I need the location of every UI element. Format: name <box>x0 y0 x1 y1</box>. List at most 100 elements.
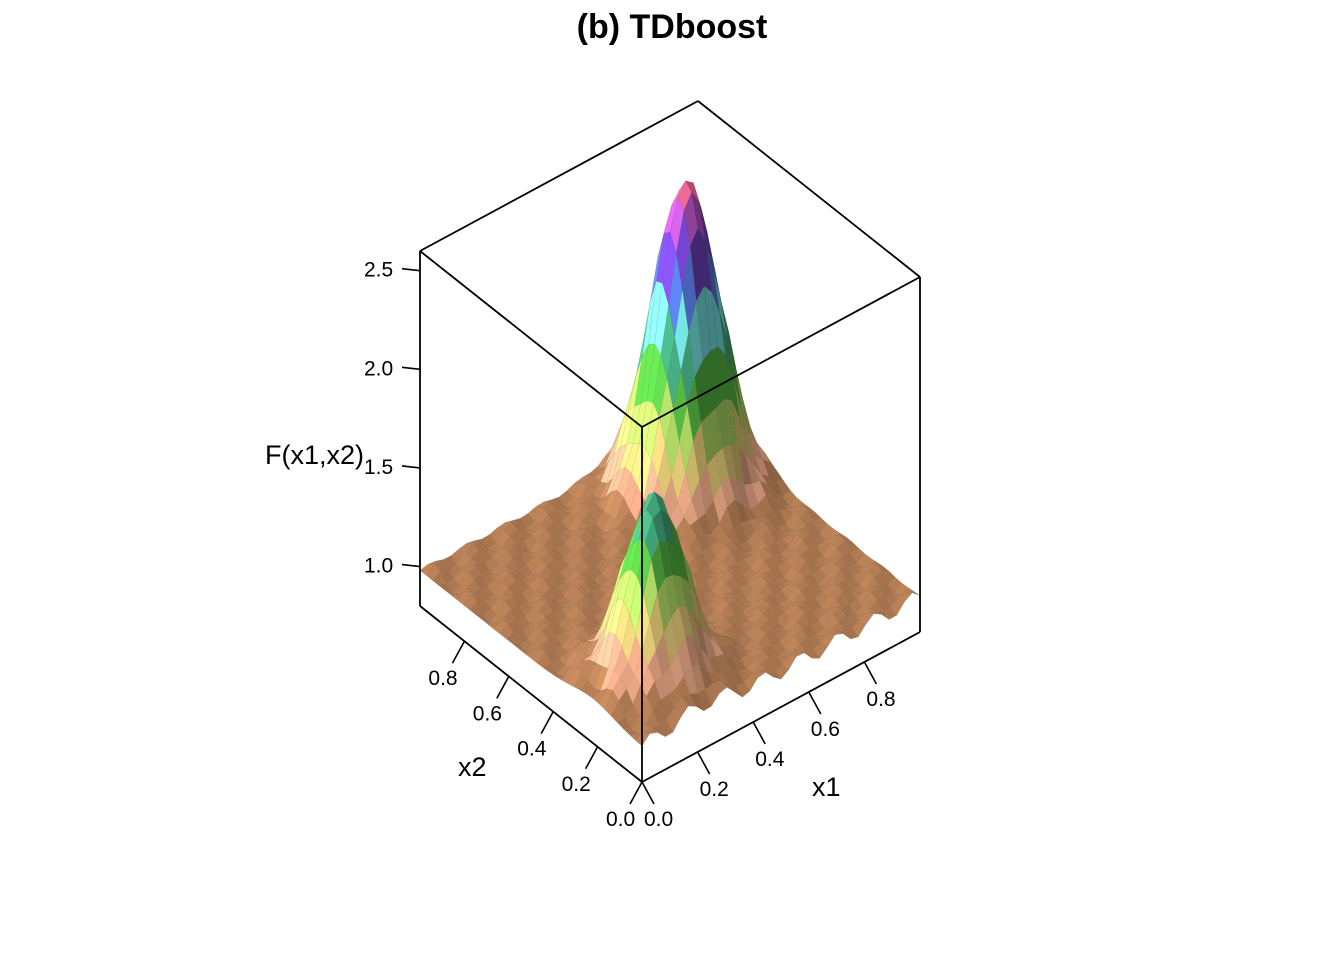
surface-facet <box>538 524 553 529</box>
surface-facet <box>492 549 507 564</box>
surface-facet <box>575 553 591 558</box>
surface-facet <box>610 700 626 723</box>
surface-facet <box>609 557 625 567</box>
surface-facet <box>566 528 581 536</box>
surface-facet <box>768 476 784 497</box>
x1-tick-label: 0.8 <box>866 688 895 711</box>
surface-facet <box>800 549 816 561</box>
surface-facet <box>898 591 913 602</box>
surface-facet <box>580 679 595 695</box>
surface-facet <box>799 600 814 610</box>
x2-tick-label: 0.0 <box>606 808 635 831</box>
surface-facet <box>743 639 759 652</box>
surface-facet <box>434 559 450 569</box>
surface-facet <box>459 571 475 590</box>
surface-facet <box>549 548 565 559</box>
surface-facet <box>734 367 749 431</box>
surface-facet <box>473 538 489 549</box>
surface-facet <box>830 582 845 586</box>
surface-facet <box>504 520 519 526</box>
surface-facet <box>582 472 597 478</box>
x2-tick-label: 0.2 <box>562 773 591 796</box>
surface-facet <box>505 632 521 646</box>
surface-facet <box>616 716 632 730</box>
surface-facet <box>523 623 538 629</box>
surface-facet <box>596 558 613 564</box>
surface-facet <box>723 591 739 600</box>
surface-facet <box>493 619 509 635</box>
box-edge <box>419 100 699 252</box>
surface-facet <box>697 228 713 293</box>
surface-facet <box>586 578 601 588</box>
surface-facet <box>760 472 776 493</box>
surface-facet <box>603 557 618 564</box>
surface-facet <box>583 553 598 562</box>
surface-facet <box>432 570 447 586</box>
x2-tick-label: 0.6 <box>473 702 502 725</box>
surface-facet <box>580 605 595 619</box>
x1-tick-label: 0.6 <box>811 718 840 741</box>
surface-facet <box>756 515 771 523</box>
surface-facet <box>470 592 486 603</box>
surface-facet <box>512 643 527 652</box>
z-tick-label: 2.0 <box>364 357 393 380</box>
box-edge <box>641 631 921 783</box>
surface-facet <box>725 652 740 670</box>
surface-facet <box>504 595 519 610</box>
surface-facet <box>487 577 503 596</box>
surface-facet <box>544 573 560 582</box>
box-edge <box>419 605 643 783</box>
surface-facet <box>655 231 671 284</box>
surface-facet <box>793 590 808 603</box>
surface-facet <box>484 556 499 574</box>
surface-facet <box>783 565 799 583</box>
surface-facet <box>498 549 513 568</box>
surface-facet <box>500 587 515 597</box>
x1-tick-label: 0.4 <box>755 748 785 771</box>
x2-tick-mark <box>496 676 510 699</box>
z-tick-mark <box>401 465 421 469</box>
surface-facet <box>458 588 473 596</box>
surface-facet <box>557 629 572 633</box>
surface-facet <box>837 615 853 632</box>
surface-facet <box>433 562 449 572</box>
surface-facet <box>572 574 588 582</box>
surface-facet <box>790 530 805 535</box>
surface-facet <box>688 581 703 630</box>
surface-facet <box>525 643 541 653</box>
surface-facet <box>488 614 504 624</box>
surface-facet <box>526 520 541 532</box>
surface-facet <box>510 521 526 531</box>
surface-facet <box>674 697 689 719</box>
z-tick-mark <box>401 366 421 371</box>
surface-facet <box>862 557 878 568</box>
surface-facet <box>734 499 750 523</box>
surface-facet <box>472 589 487 598</box>
surface-facet <box>788 578 804 586</box>
surface-mesh <box>419 180 921 747</box>
surface-facet <box>733 378 748 443</box>
z-tick-label: 2.5 <box>364 259 393 282</box>
surface-facet <box>495 617 510 624</box>
surface-facet <box>498 593 514 602</box>
z-axis-label: F(x1,x2) <box>265 440 364 470</box>
surface-facet <box>740 577 756 584</box>
surface-facet <box>580 527 595 533</box>
surface-facet <box>462 557 478 569</box>
x1-tick-mark <box>752 721 766 745</box>
surface-facet <box>693 565 708 575</box>
surface-facet <box>760 656 776 672</box>
surface-facet <box>441 563 456 572</box>
z-tick-label: 1.5 <box>364 456 393 479</box>
chart-title: (b) TDboost <box>576 8 768 46</box>
z-tick-label: 1.0 <box>364 555 393 578</box>
surface-facet <box>720 567 735 573</box>
surface-facet <box>872 586 887 594</box>
x1-axis-label: x1 <box>812 772 841 802</box>
surface-facet <box>863 586 879 593</box>
surface-facet <box>549 672 564 678</box>
surface-facet <box>757 597 772 603</box>
surface-facet <box>828 630 844 636</box>
x1-tick-mark <box>808 691 822 715</box>
